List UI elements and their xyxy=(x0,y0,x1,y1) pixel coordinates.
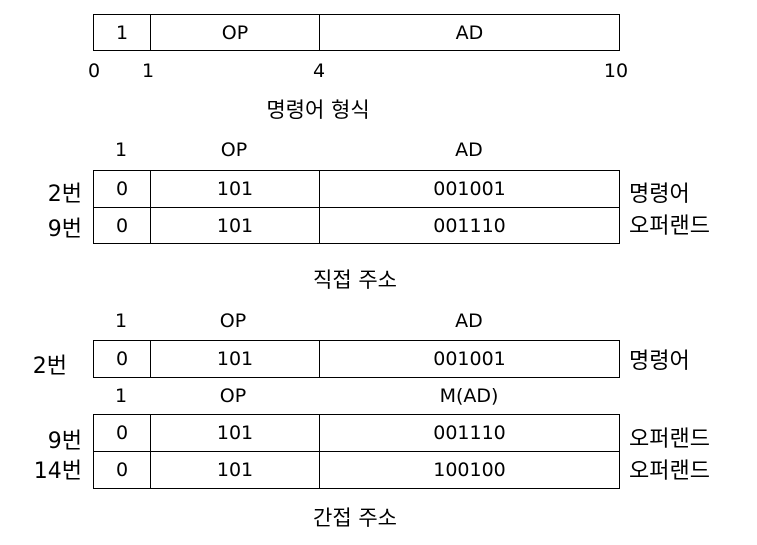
direct-row1-ad: 001001 xyxy=(319,170,620,208)
indirect-row3-ad: 100100 xyxy=(319,451,620,489)
indirect-row2-role: 오퍼랜드 xyxy=(629,427,710,452)
indirect-row1-address: 2번 xyxy=(32,354,67,379)
indirect-header1-op: OP xyxy=(219,310,247,332)
indirect-row3-role: 오퍼랜드 xyxy=(629,459,710,484)
direct-row2-address: 9번 xyxy=(47,217,82,242)
indirect-row1-role: 명령어 xyxy=(629,349,690,374)
indirect-row2-i: 0 xyxy=(93,414,151,452)
indirect-row3-op: 101 xyxy=(150,451,320,489)
format-caption: 명령어 형식 xyxy=(266,98,370,122)
indirect-header2-1: 1 xyxy=(114,385,128,407)
direct-header-ad: AD xyxy=(455,139,483,161)
format-field-1: 1 xyxy=(93,14,151,51)
bit-position-0: 0 xyxy=(87,60,101,82)
indirect-row2-ad: 001110 xyxy=(319,414,620,452)
direct-row2-i: 0 xyxy=(93,207,151,244)
indirect-header1-1: 1 xyxy=(114,310,128,332)
bit-position-1: 1 xyxy=(141,60,155,82)
indirect-row3-address: 14번 xyxy=(33,459,82,484)
direct-row1-address: 2번 xyxy=(47,182,82,207)
format-field-op: OP xyxy=(150,14,320,51)
direct-header-1: 1 xyxy=(114,139,128,161)
indirect-row2-op: 101 xyxy=(150,414,320,452)
direct-row1-op: 101 xyxy=(150,170,320,208)
format-field-ad: AD xyxy=(319,14,620,51)
direct-header-op: OP xyxy=(220,139,248,161)
indirect-header2-op: OP xyxy=(219,385,247,407)
bit-position-10: 10 xyxy=(603,60,629,82)
direct-caption: 직접 주소 xyxy=(313,268,397,292)
bit-position-4: 4 xyxy=(312,60,326,82)
direct-row2-role: 오퍼랜드 xyxy=(629,214,710,239)
indirect-row3-i: 0 xyxy=(93,451,151,489)
indirect-row2-address: 9번 xyxy=(47,429,82,454)
indirect-header2-m-ad: M(AD) xyxy=(439,385,499,407)
direct-row2-op: 101 xyxy=(150,207,320,244)
indirect-row1-ad: 001001 xyxy=(319,340,620,378)
direct-row2-ad: 001110 xyxy=(319,207,620,244)
indirect-row1-i: 0 xyxy=(93,340,151,378)
indirect-caption: 간접 주소 xyxy=(313,506,397,530)
direct-row1-i: 0 xyxy=(93,170,151,208)
indirect-row1-op: 101 xyxy=(150,340,320,378)
indirect-header1-ad: AD xyxy=(455,310,483,332)
direct-row1-role: 명령어 xyxy=(629,182,690,207)
